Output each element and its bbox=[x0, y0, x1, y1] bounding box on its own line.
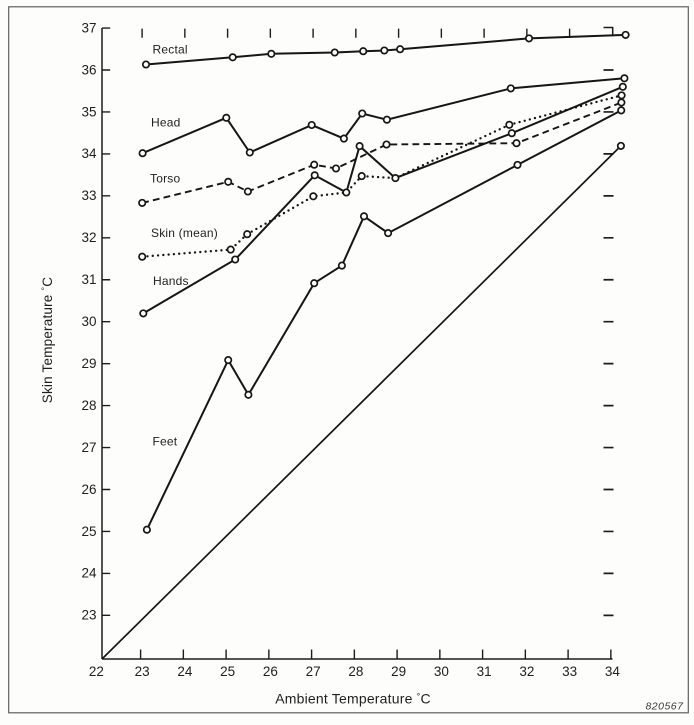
svg-text:Torso: Torso bbox=[150, 172, 180, 186]
svg-text:28: 28 bbox=[348, 664, 363, 679]
svg-text:30: 30 bbox=[81, 314, 96, 329]
svg-text:820567: 820567 bbox=[645, 701, 684, 713]
svg-text:35: 35 bbox=[81, 104, 96, 119]
svg-text:32: 32 bbox=[519, 664, 534, 679]
svg-text:23: 23 bbox=[135, 664, 150, 679]
svg-text:23: 23 bbox=[81, 608, 96, 623]
svg-text:Skin (mean): Skin (mean) bbox=[151, 226, 218, 240]
svg-text:27: 27 bbox=[306, 664, 321, 679]
svg-text:25: 25 bbox=[81, 524, 96, 539]
svg-text:29: 29 bbox=[81, 356, 96, 371]
svg-text:Ambient Temperature °C: Ambient Temperature °C bbox=[275, 691, 431, 707]
svg-text:25: 25 bbox=[220, 664, 235, 679]
svg-text:33: 33 bbox=[562, 664, 577, 679]
svg-text:34: 34 bbox=[605, 664, 621, 679]
svg-text:Hands: Hands bbox=[153, 274, 189, 288]
svg-text:Feet: Feet bbox=[153, 435, 178, 449]
svg-text:Head: Head bbox=[151, 116, 181, 130]
svg-text:Rectal: Rectal bbox=[153, 43, 188, 57]
svg-text:26: 26 bbox=[263, 664, 278, 679]
svg-text:34: 34 bbox=[81, 146, 97, 161]
svg-text:36: 36 bbox=[81, 62, 96, 77]
svg-text:30: 30 bbox=[434, 664, 449, 679]
svg-text:31: 31 bbox=[81, 272, 96, 287]
svg-text:24: 24 bbox=[177, 664, 193, 679]
svg-text:22: 22 bbox=[89, 664, 104, 679]
svg-text:33: 33 bbox=[81, 188, 96, 203]
svg-text:27: 27 bbox=[81, 440, 96, 455]
svg-text:37: 37 bbox=[81, 20, 96, 35]
svg-text:24: 24 bbox=[81, 566, 97, 581]
svg-text:Skin Temperature °C: Skin Temperature °C bbox=[40, 277, 55, 404]
svg-text:32: 32 bbox=[81, 230, 96, 245]
svg-text:31: 31 bbox=[477, 664, 492, 679]
svg-text:26: 26 bbox=[81, 482, 96, 497]
svg-text:28: 28 bbox=[81, 398, 96, 413]
svg-text:29: 29 bbox=[391, 664, 406, 679]
